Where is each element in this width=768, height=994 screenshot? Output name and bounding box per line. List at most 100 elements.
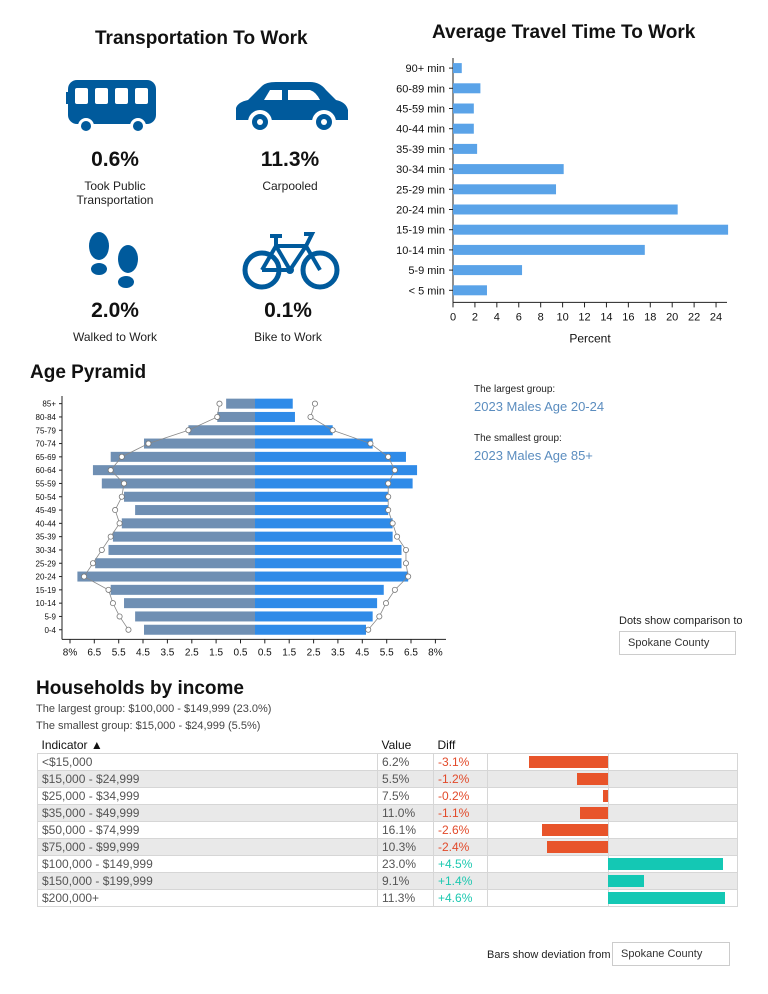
bicycle-icon [242, 232, 340, 290]
comparison-dot [216, 400, 223, 407]
comparison-line-left [83, 403, 220, 630]
bar-left [124, 491, 256, 502]
comparison-select[interactable]: Spokane County [619, 631, 736, 655]
indicator-cell: $15,000 - $24,999 [37, 770, 378, 788]
comparison-dot [402, 546, 409, 553]
comparison-dot [125, 626, 132, 633]
stat-label: Walked to Work [72, 330, 158, 344]
value-cell: 10.3% [377, 838, 434, 856]
deviation-bar-cell [487, 855, 738, 873]
y-tick-label: 70-74 [36, 440, 57, 449]
column-header-indicator[interactable]: Indicator ▲ [41, 738, 103, 752]
x-tick-label: 8 [538, 311, 544, 323]
bar-right [255, 478, 413, 489]
indicator-cell: <$15,000 [37, 753, 378, 771]
table-row: $200,000+ 11.3% +4.6% [37, 889, 738, 907]
zero-line [608, 805, 609, 821]
x-tick-label: 18 [644, 311, 656, 323]
y-tick-label: 90+ min [406, 63, 445, 75]
x-tick-label: 5.5 [380, 647, 394, 658]
income-title: Households by income [36, 678, 244, 699]
comparison-dot [385, 453, 392, 460]
indicator-cell: $200,000+ [37, 889, 378, 907]
column-header-bars [488, 737, 738, 754]
deviation-bar [528, 756, 608, 768]
bar-right [255, 531, 393, 542]
comparison-dot [311, 400, 318, 407]
bar-left [92, 465, 255, 476]
bar-right [255, 411, 295, 422]
deviation-bar-cell [487, 889, 738, 907]
bar-left [112, 531, 255, 542]
x-tick-label: 8% [428, 647, 443, 658]
value-cell: 11.0% [377, 804, 434, 822]
comparison-dot [118, 453, 125, 460]
y-tick-label: 60-89 min [396, 83, 445, 95]
bar-right [255, 438, 373, 449]
x-tick-label: 14 [600, 311, 612, 323]
y-tick-label: 50-54 [36, 493, 57, 502]
x-tick-label: 4.5 [355, 647, 369, 658]
bar [453, 103, 474, 114]
y-tick-label: 40-44 min [396, 124, 445, 136]
deviation-bar [541, 824, 608, 836]
y-tick-label: 5-9 min [408, 265, 445, 277]
y-tick-label: 15-19 min [396, 225, 445, 237]
comparison-dot [116, 613, 123, 620]
stat-bike: 0.1% Bike to Work [213, 299, 363, 344]
comparison-dot [385, 493, 392, 500]
y-tick-label: 25-29 [36, 559, 57, 568]
comparison-dot [394, 533, 401, 540]
comparison-dot [105, 586, 112, 593]
bar-right [255, 598, 378, 609]
comparison-dot [107, 533, 114, 540]
deviation-select[interactable]: Spokane County [612, 942, 730, 966]
bar [453, 285, 487, 296]
stat-value: 2.0% [91, 299, 139, 322]
deviation-bar-cell [487, 770, 738, 788]
bar-left [144, 624, 255, 635]
x-tick-label: 6 [516, 311, 522, 323]
zero-line [608, 822, 609, 838]
indicator-cell: $75,000 - $99,999 [37, 838, 378, 856]
transport-title: Transportation To Work [95, 28, 308, 49]
comparison-dot [389, 520, 396, 527]
column-header-value[interactable]: Value [381, 738, 412, 752]
x-tick-label: 8% [63, 647, 78, 658]
comparison-dot [391, 586, 398, 593]
y-tick-label: 10-14 min [396, 245, 445, 257]
comparison-dot [109, 600, 116, 607]
deviation-bar [579, 807, 608, 819]
x-tick-label: 6.5 [87, 647, 101, 658]
largest-group-label: The largest group: [474, 384, 556, 395]
stat-public-transport: 0.6% Took Public Transportation [40, 148, 190, 207]
deviation-bar-cell [487, 872, 738, 890]
x-axis-label: Percent [569, 331, 611, 345]
value-cell: 6.2% [377, 753, 434, 771]
y-tick-label: 0-4 [44, 626, 56, 635]
bar-left [77, 571, 256, 582]
x-tick-label: 6.5 [404, 647, 418, 658]
table-row: $35,000 - $49,999 11.0% -1.1% [37, 804, 738, 822]
table-row: $25,000 - $34,999 7.5% -0.2% [37, 787, 738, 805]
bar-left [135, 505, 255, 516]
y-tick-label: 45-59 min [396, 104, 445, 116]
comparison-dot [116, 520, 123, 527]
comparison-dot [121, 480, 128, 487]
bar-left [110, 451, 255, 462]
y-tick-label: 15-19 [36, 586, 57, 595]
value-cell: 16.1% [377, 821, 434, 839]
bus-icon [66, 80, 156, 134]
table-row: $150,000 - $199,999 9.1% +1.4% [37, 872, 738, 890]
stat-value: 0.1% [264, 299, 312, 322]
x-tick-label: 1.5 [209, 647, 223, 658]
indicator-cell: $50,000 - $74,999 [37, 821, 378, 839]
income-table: Indicator ▲ Value Diff <$15,000 6.2% -3.1%… [37, 737, 738, 907]
value-cell: 11.3% [377, 889, 434, 907]
x-tick-label: 2.5 [185, 647, 199, 658]
value-cell: 7.5% [377, 787, 434, 805]
bar [453, 184, 557, 195]
deviation-bar [608, 858, 723, 870]
column-header-diff[interactable]: Diff [437, 738, 456, 752]
comparison-dot [385, 480, 392, 487]
